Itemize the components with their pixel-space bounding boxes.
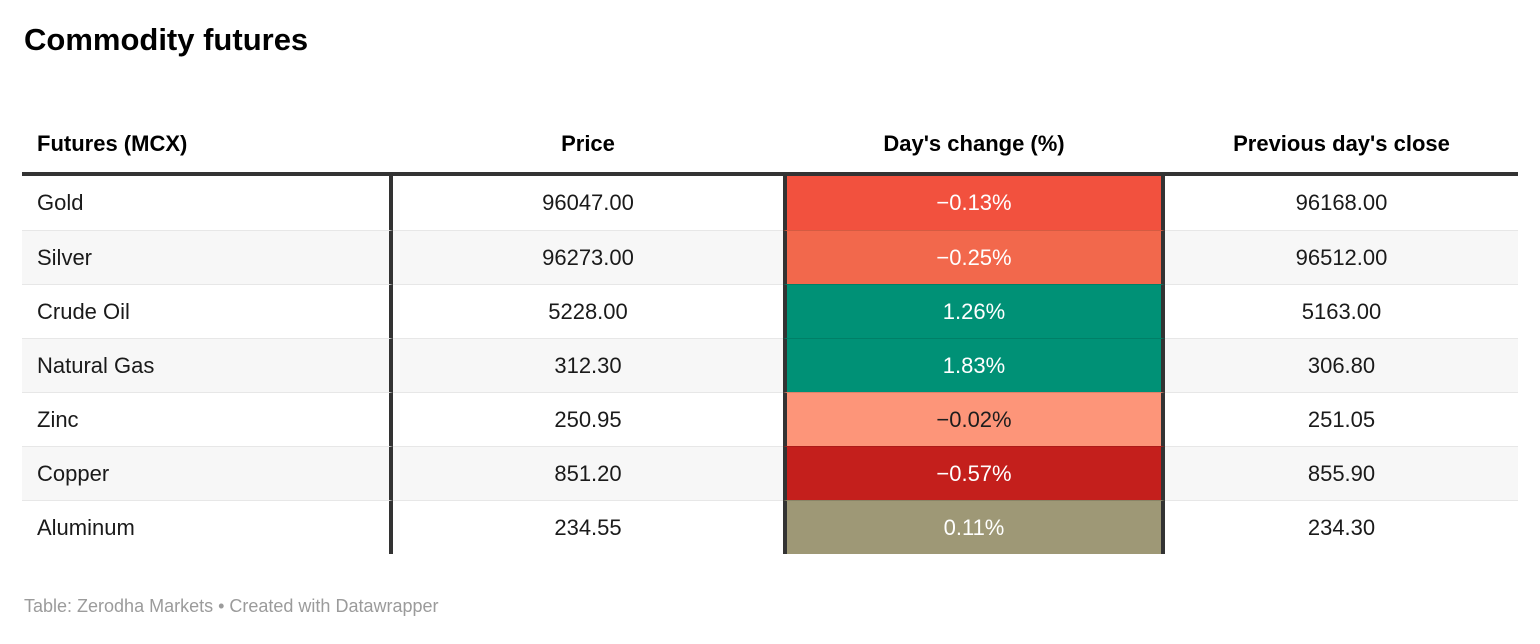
column-header-futures: Futures (MCX) (37, 131, 188, 156)
commodity-futures-table: Futures (MCX) Price Day's change (%) Pre… (22, 116, 1518, 554)
price-cell: 250.95 (393, 392, 783, 446)
price-cell: 851.20 (393, 446, 783, 500)
table-header-row: Futures (MCX) Price Day's change (%) Pre… (22, 116, 1518, 176)
price-cell: 5228.00 (393, 284, 783, 338)
price-cell: 312.30 (393, 338, 783, 392)
table-row: Copper 851.20 −0.57% 855.90 (22, 446, 1518, 500)
futures-name-cell: Copper (22, 446, 393, 500)
table-row: Zinc 250.95 −0.02% 251.05 (22, 392, 1518, 446)
prev-close-cell: 96512.00 (1165, 230, 1518, 284)
prev-close-cell: 855.90 (1165, 446, 1518, 500)
table-row: Aluminum 234.55 0.11% 234.30 (22, 500, 1518, 554)
column-header-prev-close: Previous day's close (1233, 131, 1450, 156)
table-row: Natural Gas 312.30 1.83% 306.80 (22, 338, 1518, 392)
days-change-cell: 1.26% (783, 284, 1165, 338)
futures-name-cell: Gold (22, 176, 393, 230)
days-change-cell: −0.02% (783, 392, 1165, 446)
page-title: Commodity futures (24, 22, 309, 57)
table-body: Gold 96047.00 −0.13% 96168.00 Silver 962… (22, 176, 1518, 554)
days-change-cell: 0.11% (783, 500, 1165, 554)
prev-close-cell: 96168.00 (1295, 190, 1388, 215)
table-row: Silver 96273.00 −0.25% 96512.00 (22, 230, 1518, 284)
prev-close-cell: 234.30 (1165, 500, 1518, 554)
price-cell: 234.55 (393, 500, 783, 554)
column-header-change: Day's change (%) (883, 131, 1065, 156)
days-change-cell: −0.57% (783, 446, 1165, 500)
days-change-cell: −0.13% (783, 176, 1165, 230)
futures-name-cell: Zinc (22, 392, 393, 446)
futures-name-cell: Natural Gas (22, 338, 393, 392)
futures-name-cell: Crude Oil (22, 284, 393, 338)
days-change-cell: −0.25% (783, 230, 1165, 284)
table-row: Gold 96047.00 −0.13% 96168.00 (22, 176, 1518, 230)
prev-close-cell: 5163.00 (1165, 284, 1518, 338)
prev-close-cell: 251.05 (1165, 392, 1518, 446)
days-change-cell: 1.83% (783, 338, 1165, 392)
table-row: Crude Oil 5228.00 1.26% 5163.00 (22, 284, 1518, 338)
price-cell: 96047.00 (542, 190, 634, 215)
futures-name-cell: Aluminum (22, 500, 393, 554)
price-cell: 96273.00 (393, 230, 783, 284)
prev-close-cell: 306.80 (1165, 338, 1518, 392)
attribution-footer: Table: Zerodha Markets • Created with Da… (24, 596, 439, 616)
futures-name-cell: Silver (22, 230, 393, 284)
column-header-price: Price (561, 131, 615, 156)
